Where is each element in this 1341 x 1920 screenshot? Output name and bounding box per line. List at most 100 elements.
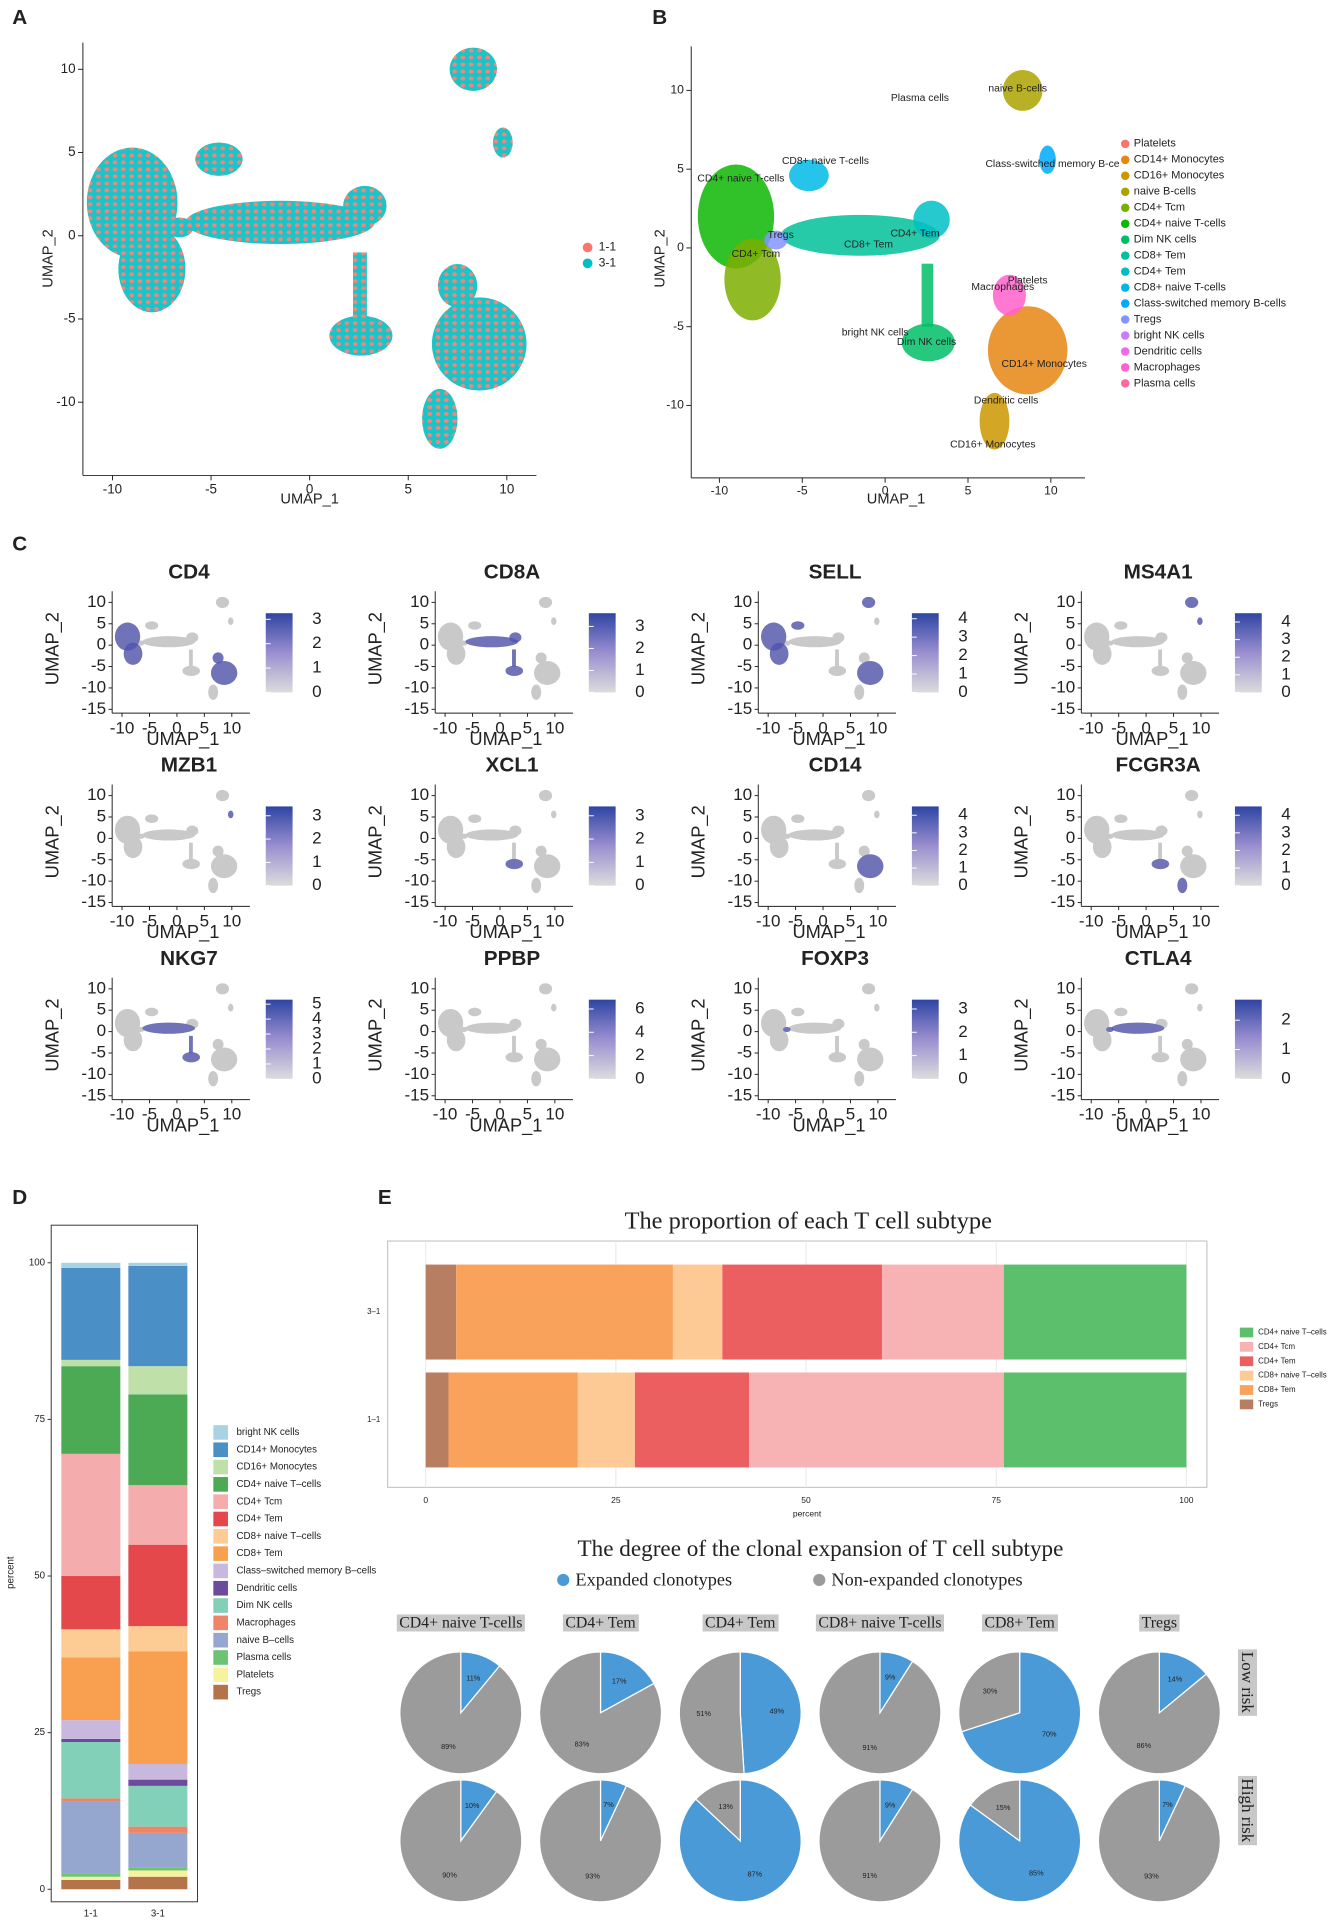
x-tick-label: -10 [756,1105,781,1124]
y-tick-label: -10 [404,677,429,696]
bar-segment [456,1264,673,1360]
y-tick-label: 10 [61,61,76,76]
bar-segment [128,1779,188,1786]
y-tick-label: -5 [414,656,429,675]
expression-region [1197,617,1203,626]
pie-label: 93% [585,1871,600,1880]
cluster-label: CD8+ naive T-cells [782,156,869,167]
pie-label: 89% [441,1742,456,1751]
y-tick-label: -5 [91,656,106,675]
x-tick-label: -5 [142,718,157,737]
colorbar-label: 0 [958,682,967,701]
y-tick-label: -15 [728,892,753,911]
cluster-label: Platelets [1008,276,1048,287]
y-tick-label: -15 [1051,699,1076,718]
colorbar-label: 3 [312,1024,321,1043]
bar-segment [1003,1372,1187,1468]
expression-region [1111,1022,1165,1034]
x-axis-label: UMAP_1 [280,492,338,508]
x-tick-label: -10 [433,718,458,737]
pie-label: 15% [996,1803,1011,1812]
legend-swatch [1239,1385,1254,1395]
pie-slice [538,1651,663,1775]
bar-segment [128,1265,188,1367]
colorbar-label: 4 [635,1022,644,1041]
y-tick-label: -5 [64,311,76,326]
legend-swatch [1120,219,1130,228]
legend-label: Class–switched memory B–cells [237,1566,377,1577]
pie-slice [960,1651,1082,1775]
panel-letter: B [652,6,667,29]
cluster-label: Macrophages [971,282,1034,293]
pie-label: 86% [1136,1741,1151,1750]
plot-frame [50,1224,198,1903]
legend-label: Tregs [1258,1399,1278,1408]
x-tick-label: 0 [1141,1105,1150,1124]
x-axis-label: UMAP_1 [1116,921,1189,943]
x-tick-label: 0 [495,912,504,931]
legend-swatch [1120,331,1130,340]
x-axis-label: UMAP_1 [469,1114,542,1136]
y-axis-label: UMAP_2 [365,998,387,1071]
y-tick-label: -15 [404,699,429,718]
legend-label: CD4+ Tem [1134,266,1186,278]
bar-segment [61,1801,121,1874]
y-tick-label: 5 [743,807,752,826]
cluster-label: Tregs [768,230,794,241]
cluster-label: naive B-cells [988,84,1047,95]
y-tick-label: -10 [81,677,106,696]
bar-segment [1003,1264,1187,1360]
x-tick-label: 50 [801,1495,811,1505]
cluster-label: bright NK cells [842,328,909,339]
y-axis-label: UMAP_2 [688,805,710,878]
y-tick-label: -5 [1060,849,1075,868]
y-tick-label: -10 [81,871,106,890]
y-tick-label: 25 [34,1727,45,1738]
column-title: CD4+ Tem [705,1614,776,1631]
y-tick-label: 10 [733,785,752,804]
bar-segment [61,1267,121,1360]
colorbar [911,806,939,886]
colorbar-label: 1 [635,660,644,679]
colorbar-label: 0 [312,875,321,894]
x-tick-label: 0 [172,912,181,931]
legend-label: Plasma cells [1134,377,1196,389]
y-tick-label: -15 [404,1085,429,1104]
bar-segment [61,1873,121,1877]
x-tick-label: -5 [1111,1105,1126,1124]
x-tick-label: 5 [846,1105,855,1124]
y-tick-label: -15 [81,1085,106,1104]
bar-segment [61,1798,121,1802]
cell-cloud [1084,790,1207,894]
y-tick-label: 0 [1066,1021,1075,1040]
y-tick-label: -15 [728,1085,753,1104]
colorbar-label: 3 [312,609,321,628]
y-tick-label: 100 [29,1257,46,1268]
bar-segment [577,1372,635,1468]
feature-title: PPBP [484,947,541,970]
colorbar-label: 0 [312,682,321,701]
colorbar [588,999,616,1079]
x-tick-label: -10 [110,1105,135,1124]
colorbar [265,613,293,693]
pie-label: 83% [575,1739,590,1748]
colorbar-label: 3 [635,616,644,635]
colorbar-label: 3 [635,805,644,824]
y-axis-label: UMAP_2 [1011,998,1033,1071]
colorbar-label: 3 [1281,629,1290,648]
y-axis-label: UMAP_2 [41,998,63,1071]
x-axis-label: UMAP_1 [469,728,542,750]
feature-title: NKG7 [160,947,218,970]
x-tick-label: 0 [1141,718,1150,737]
legend-swatch [582,242,593,253]
bar-segment [128,1763,188,1780]
x-tick-label: 5 [523,1105,532,1124]
legend-swatch [582,258,593,269]
legend-swatch [1120,187,1130,197]
x-tick-label: 75 [991,1495,1001,1505]
legend-label: Expanded clonotypes [575,1569,732,1589]
panel-letter: A [12,6,27,29]
y-tick-label: -10 [1051,677,1076,696]
legend-label: Macrophages [237,1617,296,1628]
expression-region [123,642,143,665]
